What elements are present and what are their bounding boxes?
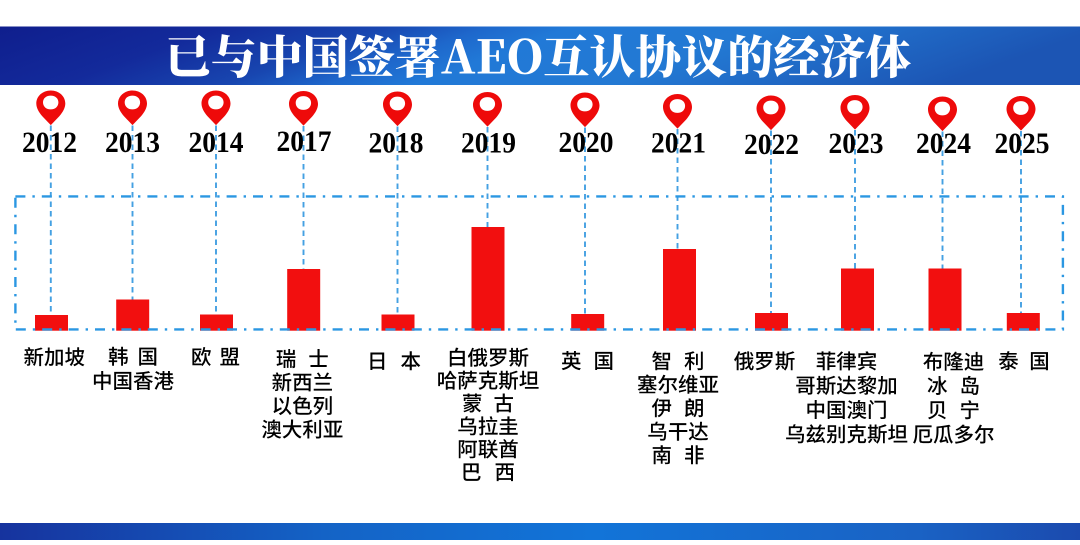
svg-text:2022: 2022 [744, 128, 799, 161]
svg-text:2017: 2017 [277, 125, 332, 158]
svg-text:2025: 2025 [995, 127, 1050, 160]
svg-text:2018: 2018 [369, 126, 424, 159]
svg-text:2021: 2021 [651, 127, 706, 160]
svg-text:2014: 2014 [189, 126, 244, 159]
svg-text:2013: 2013 [105, 126, 160, 159]
svg-text:2019: 2019 [461, 126, 516, 159]
svg-text:2023: 2023 [829, 127, 884, 160]
svg-text:2020: 2020 [559, 126, 614, 159]
svg-text:2024: 2024 [916, 127, 971, 160]
svg-text:2012: 2012 [22, 126, 77, 159]
